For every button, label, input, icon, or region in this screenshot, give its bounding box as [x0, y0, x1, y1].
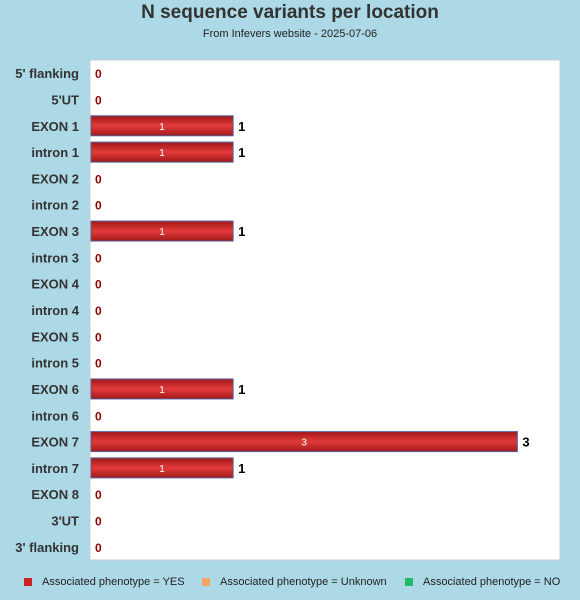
value-label-intron-6: 0 [95, 409, 102, 423]
value-label-3-flanking: 0 [95, 541, 102, 555]
bar-exon-1 [90, 115, 234, 137]
category-label-3-flanking: 3' flanking [15, 540, 79, 555]
chart-title: N sequence variants per location [141, 2, 439, 23]
category-label-5-ut: 5'UT [51, 92, 79, 107]
category-label-5-flanking: 5' flanking [15, 66, 79, 81]
legend-item-yes: Associated phenotype = YES [24, 576, 185, 588]
category-label-exon-2: EXON 2 [31, 171, 79, 186]
legend-swatch-yes [24, 578, 32, 586]
value-label-5-ut: 0 [95, 93, 102, 107]
value-label-3-ut: 0 [95, 515, 102, 529]
legend-item-no: Associated phenotype = NO [405, 576, 560, 588]
bar-inner-label-intron-7: 1 [159, 464, 165, 475]
value-label-exon-7: 3 [522, 435, 529, 450]
chart-subtitle: From Infevers website - 2025-07-06 [202, 28, 378, 40]
value-label-intron-4: 0 [95, 304, 102, 318]
category-label-intron-2: intron 2 [31, 198, 79, 213]
value-label-intron-7: 1 [238, 461, 245, 476]
bar-intron-7 [90, 457, 234, 479]
category-label-exon-1: EXON 1 [31, 119, 79, 134]
category-label-intron-4: intron 4 [31, 303, 79, 318]
value-label-intron-3: 0 [95, 251, 102, 265]
category-label-intron-1: intron 1 [31, 145, 79, 160]
value-label-exon-8: 0 [95, 488, 102, 502]
value-label-exon-2: 0 [95, 172, 102, 186]
category-label-exon-8: EXON 8 [31, 487, 79, 502]
category-label-exon-3: EXON 3 [31, 224, 79, 239]
legend: Associated phenotype = YES Associated ph… [0, 576, 580, 590]
category-label-intron-5: intron 5 [31, 356, 79, 371]
legend-item-unknown: Associated phenotype = Unknown [202, 576, 387, 588]
bar-inner-label-exon-1: 1 [159, 122, 165, 133]
legend-swatch-unknown [202, 578, 210, 586]
bar-inner-label-exon-3: 1 [159, 227, 165, 238]
bar-exon-3 [90, 220, 234, 242]
bar-inner-label-exon-6: 1 [159, 385, 165, 396]
value-label-intron-5: 0 [95, 357, 102, 371]
value-label-5-flanking: 0 [95, 67, 102, 81]
category-label-exon-6: EXON 6 [31, 382, 79, 397]
value-label-exon-6: 1 [238, 382, 245, 397]
value-label-exon-1: 1 [238, 119, 245, 134]
legend-swatch-no [405, 578, 413, 586]
category-label-exon-4: EXON 4 [31, 277, 79, 292]
category-label-intron-6: intron 6 [31, 408, 79, 423]
category-label-exon-7: EXON 7 [31, 435, 79, 450]
bar-exon-6 [90, 378, 234, 400]
bar-intron-1 [90, 141, 234, 163]
bar-inner-label-exon-7: 3 [301, 438, 307, 449]
value-label-intron-1: 1 [238, 145, 245, 160]
category-label-intron-3: intron 3 [31, 250, 79, 265]
legend-label-no: Associated phenotype = NO [423, 576, 561, 588]
category-label-3-ut: 3'UT [51, 514, 79, 529]
category-label-intron-7: intron 7 [31, 461, 79, 476]
value-label-intron-2: 0 [95, 199, 102, 213]
legend-label-unknown: Associated phenotype = Unknown [220, 576, 387, 588]
value-label-exon-5: 0 [95, 330, 102, 344]
bar-exon-7 [90, 431, 518, 453]
category-label-exon-5: EXON 5 [31, 329, 79, 344]
value-label-exon-4: 0 [95, 278, 102, 292]
value-label-exon-3: 1 [238, 224, 245, 239]
legend-label-yes: Associated phenotype = YES [42, 576, 185, 588]
bar-inner-label-intron-1: 1 [159, 148, 165, 159]
